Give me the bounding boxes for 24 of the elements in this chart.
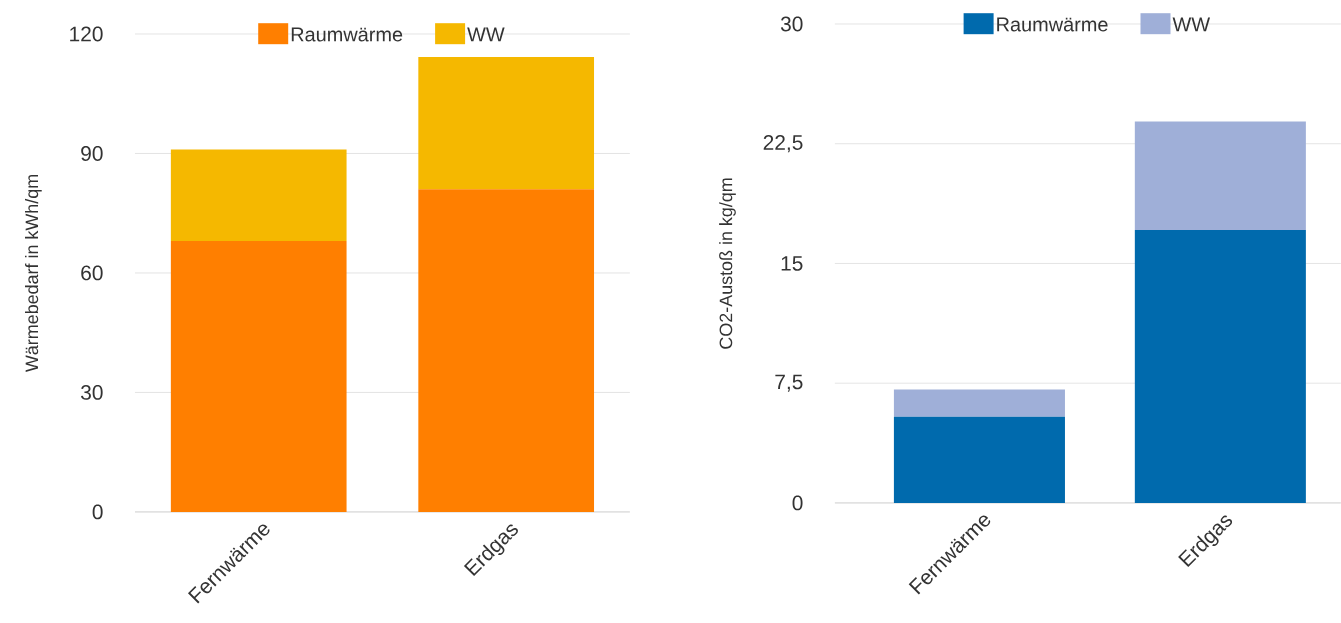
y-tick-label: 120 bbox=[70, 26, 103, 42]
y-tick-label: 30 bbox=[80, 385, 103, 400]
bar bbox=[170, 149, 347, 242]
bar bbox=[893, 416, 1065, 503]
bar bbox=[418, 57, 595, 190]
bar bbox=[418, 189, 595, 512]
legend-label: WW bbox=[467, 27, 505, 42]
y-axis-title: Wärmebedarf in kWh/qm bbox=[25, 175, 42, 373]
legend-label: Raumwärme bbox=[997, 17, 1108, 32]
y-tick-label: 90 bbox=[81, 146, 103, 161]
y-tick-label: 30 bbox=[780, 16, 803, 32]
y-tick-label: 15 bbox=[781, 256, 803, 271]
y-axis-title: CO2-Austoß in kg/qm bbox=[719, 178, 736, 349]
y-tick-label: 22,5 bbox=[763, 135, 803, 153]
bar bbox=[893, 389, 1065, 417]
y-tick-label: 60 bbox=[81, 265, 103, 281]
legend-label: WW bbox=[1172, 17, 1211, 32]
bar bbox=[1134, 121, 1306, 230]
y-tick-label: 0 bbox=[92, 504, 103, 520]
bar bbox=[170, 241, 347, 512]
y-tick-label: 0 bbox=[792, 495, 803, 511]
bar bbox=[1134, 229, 1306, 503]
legend-label: Raumwärme bbox=[291, 27, 403, 42]
y-tick-label: 7,5 bbox=[775, 374, 803, 392]
